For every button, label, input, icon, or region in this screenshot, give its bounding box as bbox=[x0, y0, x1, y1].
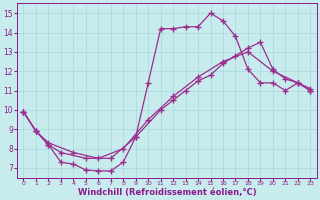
X-axis label: Windchill (Refroidissement éolien,°C): Windchill (Refroidissement éolien,°C) bbox=[77, 188, 256, 197]
